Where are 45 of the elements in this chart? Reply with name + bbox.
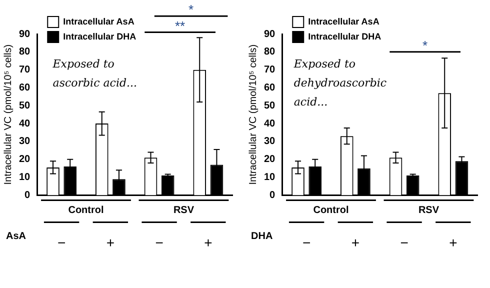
x-tick-label: + [204, 234, 212, 250]
text: RSV [418, 204, 440, 216]
x-tick-label: + [351, 234, 360, 250]
y-tick-label: 0 [24, 190, 31, 201]
y-tick-label: 30 [264, 136, 276, 148]
y-tick-label: 40 [264, 118, 276, 130]
y-tick-label: 20 [19, 154, 31, 166]
legend-label: Intracellular AsA [308, 16, 380, 26]
y-tick-label: 10 [19, 172, 31, 184]
y-tick-label: 50 [264, 100, 276, 112]
x-tick-label: − [57, 234, 66, 250]
x-axis-title: AsA [6, 230, 26, 242]
y-tick-label: 70 [264, 64, 276, 76]
y-axis-title: Intracellular VC (pmol/10⁵ cells) [2, 44, 14, 185]
y-tick-label: 50 [19, 100, 31, 112]
text: * [188, 2, 194, 18]
annotation: Exposed to ascorbic acid... [52, 57, 137, 90]
y-tick-label: 80 [264, 46, 276, 58]
y-tick-label: 20 [264, 154, 276, 166]
annotation: Exposed to dehydroascorbic acid... [292, 57, 387, 108]
y-tick-label: 80 [19, 46, 31, 58]
y-tick-label: 30 [19, 136, 31, 148]
text: Control [68, 204, 104, 216]
y-tick-label: 90 [19, 28, 31, 40]
legend-label: Intracellular AsA [63, 16, 135, 26]
x-tick-label: + [106, 234, 115, 250]
y-tick-label: 10 [264, 172, 276, 184]
y-tick-label: 0 [270, 190, 276, 201]
y-tick-label: 40 [19, 118, 31, 130]
text: ** [175, 18, 186, 34]
y-tick-label: 90 [264, 28, 276, 40]
x-tick-label: − [400, 234, 408, 250]
text: Control [313, 204, 349, 216]
x-axis-title: DHA [251, 230, 273, 242]
text: RSV [173, 204, 194, 216]
y-tick-label: 60 [19, 82, 31, 94]
annotation: * [422, 38, 428, 53]
x-tick-label: − [302, 234, 311, 250]
x-tick-label: − [155, 234, 164, 250]
y-axis-title: Intracellular VC (pmol/10⁵ cells) [248, 44, 259, 185]
x-tick-label: + [449, 234, 458, 250]
legend-label: Intracellular DHA [308, 31, 382, 42]
y-tick-label: 70 [19, 64, 31, 76]
legend-label: Intracellular DHA [63, 31, 137, 42]
y-tick-label: 60 [264, 82, 276, 94]
